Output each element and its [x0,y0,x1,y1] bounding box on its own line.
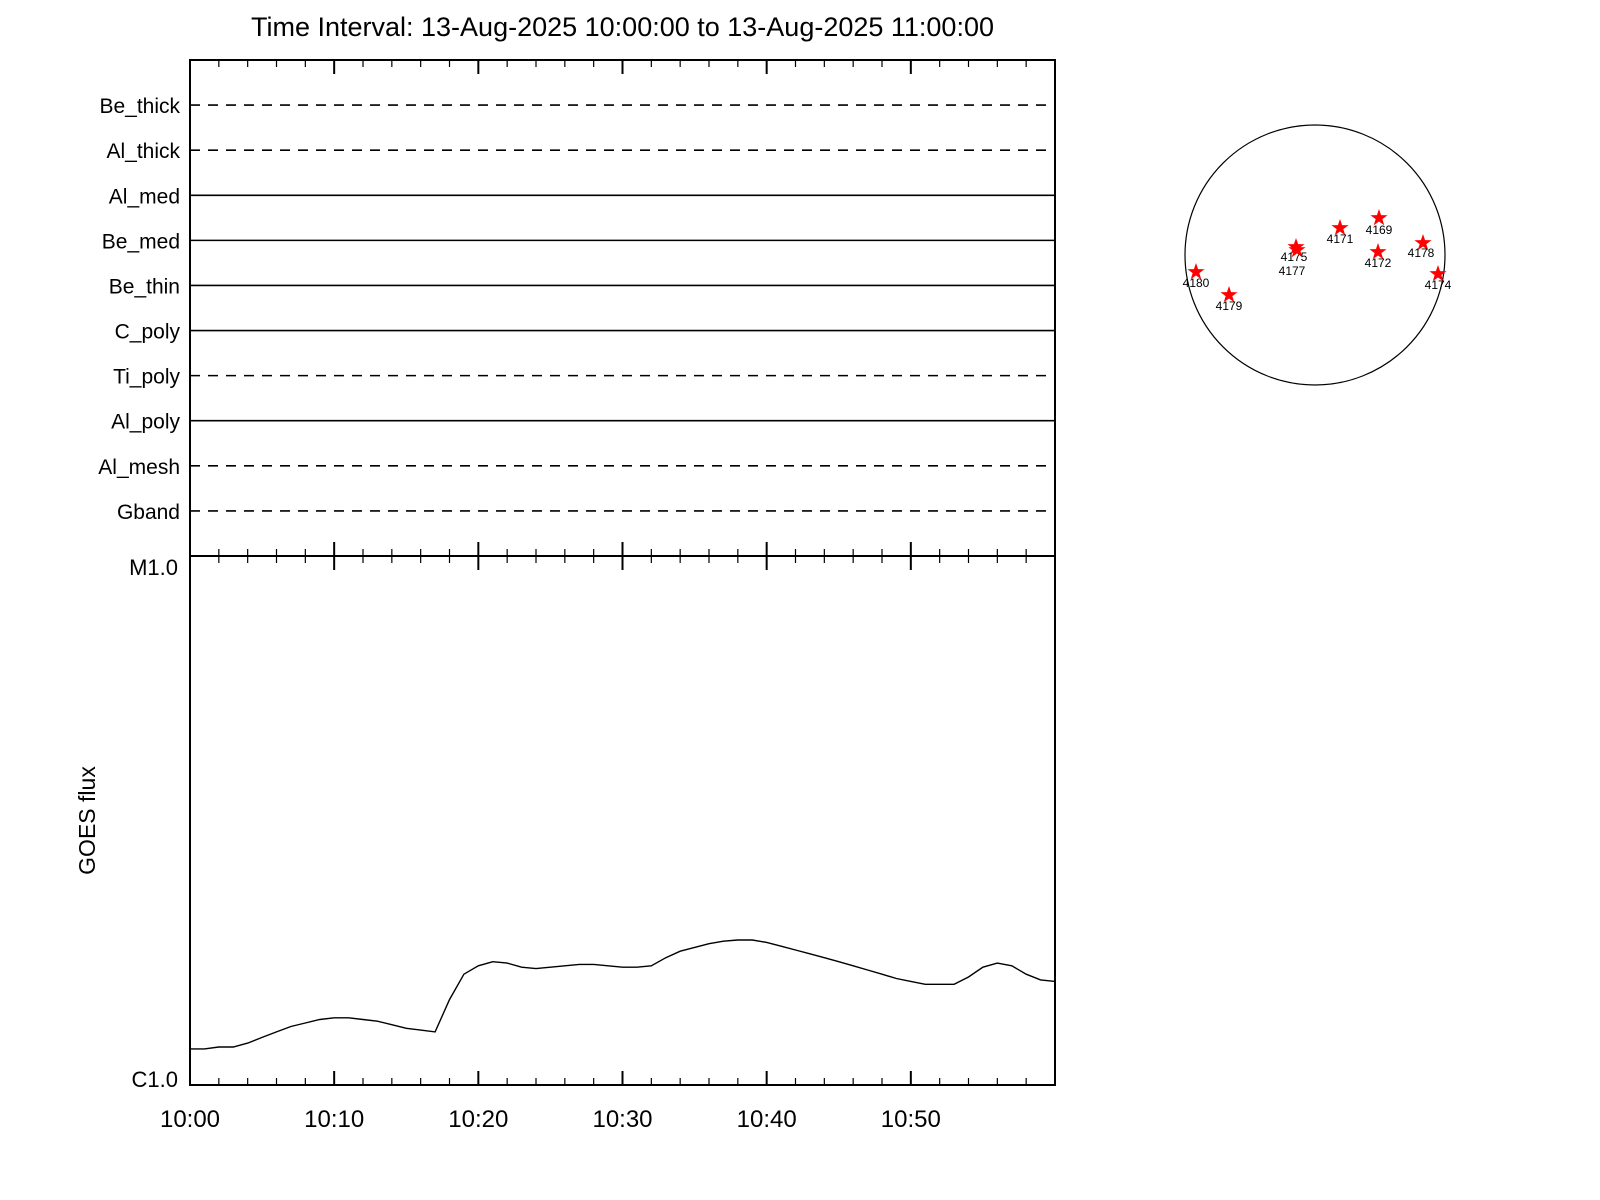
solar-limb [1184,124,1446,386]
active-region-label-4169: 4169 [1366,223,1393,237]
active-region-label-4179: 4179 [1216,299,1243,313]
filter-and-goes-plot: Be_thick Al_thick Al_med Be_med Be_thin C_pol… [74,59,1056,1133]
goes-flux-curve [190,939,1056,1050]
y-axis-title: GOES flux [74,766,100,875]
active-region-label-4178: 4178 [1408,246,1435,260]
goes-panel-border [189,555,1056,1086]
active-region-star-4169 [1370,209,1388,226]
active-region-label-4172: 4172 [1365,256,1392,270]
active-region-label-4171: 4171 [1327,232,1354,246]
x-tick-label: 10:20 [448,1106,508,1133]
active-region-star-4171 [1331,219,1349,236]
y-axis-top-label: M1.0 [129,555,178,580]
active-region-star-4179 [1220,286,1238,303]
active-region-star-4180 [1187,263,1205,280]
filter-label-Al_mesh: Al_mesh [98,456,180,479]
active-region-label-4174: 4174 [1425,278,1452,292]
filter-label-C_poly: C_poly [115,321,181,344]
filter-panel-border [189,59,1056,557]
y-axis-bottom-label: C1.0 [132,1067,178,1092]
plot-title: Time Interval: 13-Aug-2025 10:00:00 to 1… [250,12,994,42]
x-tick-label: 10:40 [737,1106,797,1133]
filter-label-Be_thin: Be_thin [109,275,180,298]
x-tick-label: 10:50 [881,1106,941,1133]
active-region-label-4180: 4180 [1183,276,1210,290]
filter-label-Ti_poly: Ti_poly [113,366,180,389]
filter-label-Gband: Gband [117,501,180,524]
active-region-star-4178 [1414,234,1432,251]
x-tick-label: 10:10 [304,1106,364,1133]
x-tick-label: 10:30 [592,1106,652,1133]
x-tick-label: 10:00 [160,1106,220,1133]
filter-label-Al_med: Al_med [109,185,180,208]
filter-label-Al_poly: Al_poly [111,411,180,434]
filter-label-Al_thick: Al_thick [106,140,180,163]
active-region-star-4174 [1429,265,1447,282]
filter-label-Be_med: Be_med [102,230,180,253]
filter-label-Be_thick: Be_thick [99,95,180,118]
active-region-label-4177: 4177 [1279,264,1306,278]
active-region-star-4177 [1288,241,1306,258]
active-region-star-4172 [1369,243,1387,260]
